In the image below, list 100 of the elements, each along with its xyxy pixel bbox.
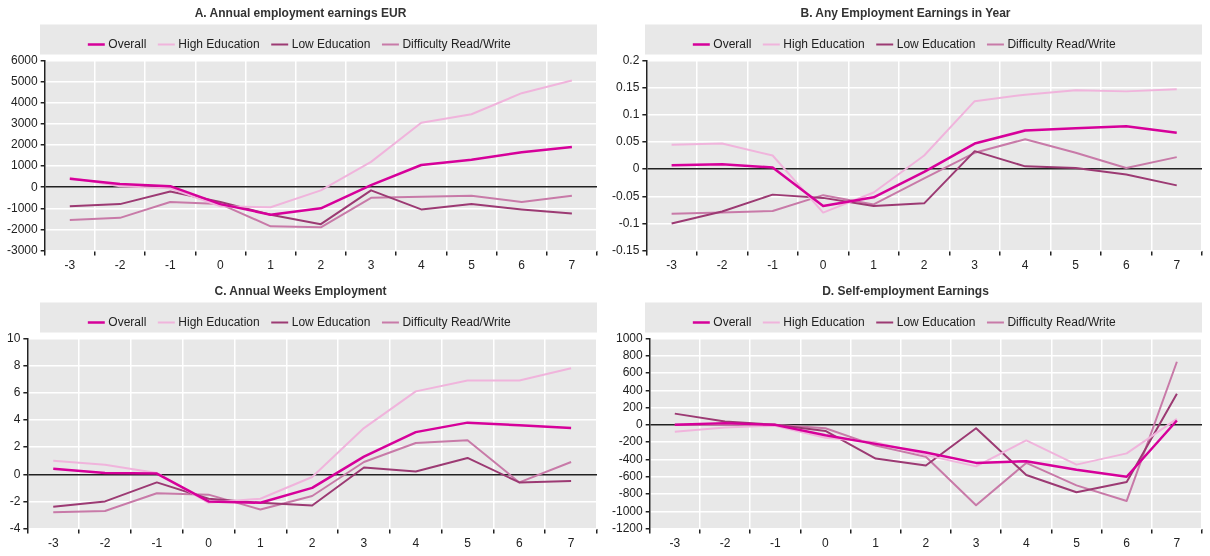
x-tick-label: 4 bbox=[417, 258, 425, 273]
y-tick-label: 200 bbox=[622, 399, 644, 414]
x-tick-label: 4 bbox=[1022, 536, 1030, 551]
x-tick-label: 7 bbox=[1173, 258, 1181, 273]
y-tick-label: 600 bbox=[622, 365, 644, 380]
x-tick-label: 0 bbox=[819, 258, 827, 273]
y-tick-label: 1000 bbox=[615, 330, 644, 345]
y-tick-label: 10 bbox=[6, 330, 21, 345]
y-tick-label: -4 bbox=[9, 520, 21, 535]
y-tick-label: 0.1 bbox=[622, 107, 640, 122]
legend-label: Low Education bbox=[291, 314, 371, 329]
y-tick-label: 0 bbox=[31, 179, 38, 194]
y-tick-label: 0.15 bbox=[615, 79, 640, 94]
y-tick-label: 8 bbox=[13, 357, 21, 372]
x-tick-label: -1 bbox=[151, 536, 163, 551]
x-tick-label: 0 bbox=[205, 536, 213, 551]
x-tick-label: 1 bbox=[257, 536, 265, 551]
x-tick-label: 7 bbox=[567, 536, 575, 551]
x-tick-label: -3 bbox=[64, 258, 76, 273]
x-tick-label: 1 bbox=[872, 536, 880, 551]
legend-label: Overall bbox=[108, 36, 147, 51]
x-tick-label: 6 bbox=[1123, 536, 1131, 551]
legend-label: High Education bbox=[178, 36, 260, 51]
y-tick-label: 4000 bbox=[10, 94, 39, 109]
y-tick-label: 0 bbox=[636, 417, 643, 432]
y-tick-label: 6000 bbox=[10, 52, 39, 67]
x-tick-label: -2 bbox=[716, 258, 728, 273]
x-tick-label: 5 bbox=[468, 258, 476, 273]
x-tick-label: 4 bbox=[1021, 258, 1029, 273]
y-tick-label: 2000 bbox=[10, 137, 39, 152]
y-tick-label: -0.1 bbox=[618, 215, 640, 230]
x-tick-label: 3 bbox=[971, 258, 979, 273]
legend-label: High Education bbox=[783, 36, 865, 51]
x-tick-label: -3 bbox=[669, 536, 681, 551]
y-tick-label: 0.05 bbox=[615, 134, 640, 149]
chart-title: D. Self-employment Earnings bbox=[822, 283, 990, 298]
legend-label: Difficulty Read/Write bbox=[1007, 36, 1117, 51]
x-tick-label: 2 bbox=[317, 258, 325, 273]
y-tick-label: 3000 bbox=[10, 116, 39, 131]
x-tick-label: 0 bbox=[217, 258, 225, 273]
y-tick-label: 800 bbox=[622, 348, 644, 362]
chart-title: B. Any Employment Earnings in Year bbox=[800, 5, 1011, 20]
y-tick-label: -200 bbox=[618, 434, 643, 449]
chart-title: A. Annual employment earnings EUR bbox=[194, 5, 407, 20]
legend-label: Difficulty Read/Write bbox=[402, 36, 512, 51]
y-tick-label: -1200 bbox=[611, 520, 644, 535]
x-tick-label: -1 bbox=[767, 258, 779, 273]
y-tick-label: -800 bbox=[618, 486, 643, 501]
y-tick-label: -0.05 bbox=[611, 188, 640, 203]
y-tick-label: 6 bbox=[13, 385, 21, 400]
x-tick-label: 3 bbox=[972, 536, 980, 551]
x-tick-label: 6 bbox=[515, 536, 523, 551]
y-tick-label: -400 bbox=[618, 451, 643, 466]
x-tick-label: -3 bbox=[666, 258, 678, 273]
legend-label: Difficulty Read/Write bbox=[402, 314, 512, 329]
y-tick-label: -1000 bbox=[6, 200, 39, 215]
y-tick-label: -2000 bbox=[6, 221, 39, 236]
x-tick-label: 2 bbox=[922, 536, 930, 551]
legend-label: High Education bbox=[178, 314, 260, 329]
y-tick-label: -3000 bbox=[6, 242, 39, 257]
y-tick-label: 0 bbox=[13, 466, 21, 481]
y-tick-label: 0 bbox=[632, 161, 640, 176]
x-tick-label: -1 bbox=[769, 536, 781, 551]
y-tick-label: 4 bbox=[13, 412, 21, 427]
x-tick-label: 5 bbox=[464, 536, 472, 551]
y-tick-label: 400 bbox=[622, 382, 644, 397]
x-tick-label: 6 bbox=[518, 258, 526, 273]
x-tick-label: -2 bbox=[99, 536, 111, 551]
legend-label: Overall bbox=[713, 314, 752, 329]
legend-label: Low Education bbox=[896, 36, 976, 51]
x-tick-label: 5 bbox=[1072, 258, 1080, 273]
legend-label: Low Education bbox=[896, 314, 976, 329]
y-tick-label: 1000 bbox=[10, 158, 39, 173]
x-tick-label: 5 bbox=[1073, 536, 1081, 551]
y-tick-label: -1000 bbox=[611, 503, 644, 518]
x-tick-label: 1 bbox=[870, 258, 878, 273]
x-tick-label: 7 bbox=[1173, 536, 1181, 551]
x-tick-label: 1 bbox=[267, 258, 275, 273]
x-tick-label: -2 bbox=[114, 258, 126, 273]
x-tick-label: -3 bbox=[47, 536, 59, 551]
x-tick-label: 3 bbox=[367, 258, 375, 273]
chart-title: C. Annual Weeks Employment bbox=[214, 283, 387, 298]
x-tick-label: 4 bbox=[412, 536, 420, 551]
x-tick-label: -1 bbox=[164, 258, 176, 273]
y-tick-label: 5000 bbox=[10, 73, 39, 88]
x-tick-label: 0 bbox=[822, 536, 830, 551]
legend-label: Overall bbox=[713, 36, 752, 51]
x-tick-label: 6 bbox=[1122, 258, 1130, 273]
y-tick-label: -600 bbox=[618, 469, 643, 484]
x-tick-label: 7 bbox=[568, 258, 576, 273]
y-tick-label: -2 bbox=[9, 493, 21, 508]
legend-label: Overall bbox=[108, 314, 147, 329]
x-tick-label: 3 bbox=[360, 536, 368, 551]
legend-label: High Education bbox=[783, 314, 865, 329]
y-tick-label: 2 bbox=[13, 439, 21, 454]
y-tick-label: -0.15 bbox=[611, 242, 640, 257]
x-tick-label: 2 bbox=[308, 536, 316, 551]
y-tick-label: 0.2 bbox=[622, 52, 640, 67]
legend-label: Difficulty Read/Write bbox=[1007, 314, 1117, 329]
x-tick-label: 2 bbox=[920, 258, 928, 273]
